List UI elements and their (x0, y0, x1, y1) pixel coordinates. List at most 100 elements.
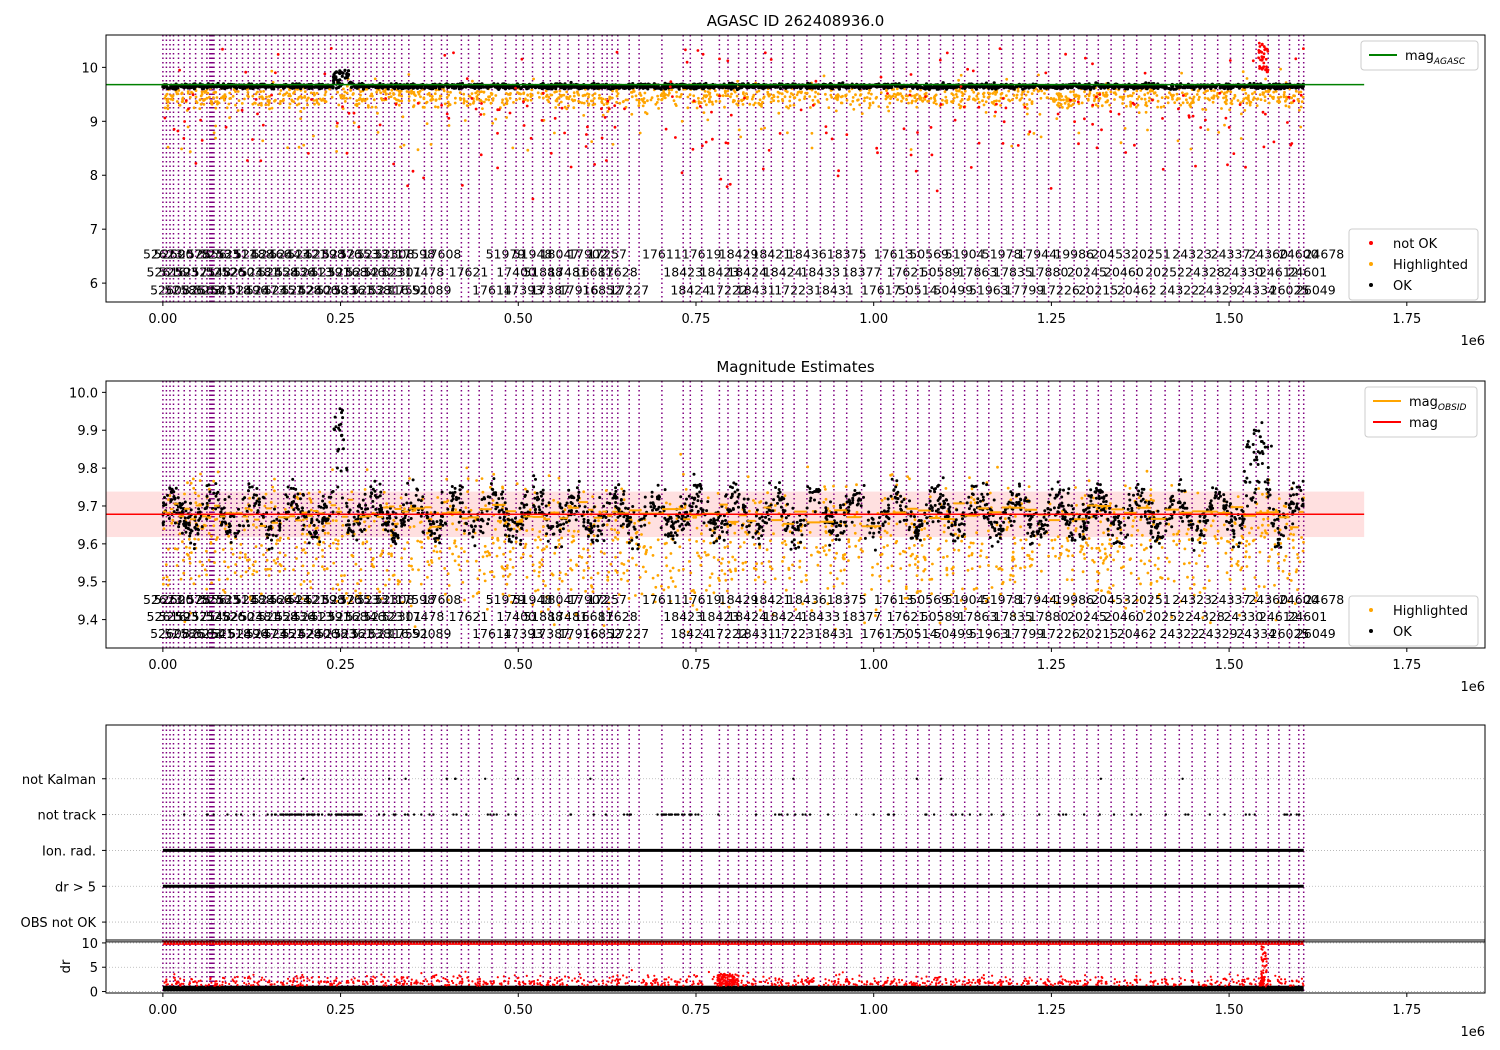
chart-title: Magnitude Estimates (716, 358, 874, 376)
obsid-label: 20252 (1145, 609, 1185, 624)
obsid-label: 24323 (1172, 592, 1212, 607)
obsid-label: 17598 (395, 246, 435, 261)
obsid-label: 20245 (1067, 609, 1107, 624)
legend-label-sub: OBSID (1438, 403, 1467, 413)
x-tick-label: 0.00 (148, 658, 177, 673)
obsid-label: 52383 (316, 626, 356, 641)
obsid-label: 52533 (200, 246, 240, 261)
legend-swatch (1369, 608, 1373, 612)
obsid-label: 50569 (909, 246, 949, 261)
legend-box (1360, 40, 1479, 71)
obsid-label: 52623 (143, 592, 183, 607)
x-tick-label: 1.75 (1392, 312, 1421, 327)
y-tick-label: 5 (90, 961, 98, 976)
obsid-label: 51978 (982, 592, 1022, 607)
obsid-label: 18377 (842, 609, 882, 624)
obsid-label: 51948 (513, 592, 553, 607)
y-tick-label: 8 (90, 169, 98, 184)
x-tick-label: 0.75 (682, 312, 711, 327)
obsid-label: 52443 (270, 592, 310, 607)
legend-label-main: OK (1393, 625, 1412, 640)
obsid-label: 51948 (513, 246, 553, 261)
obsid-label: 18421 (751, 246, 791, 261)
obsid-label: 52466 (252, 592, 292, 607)
highlighted-points (163, 67, 1305, 154)
obsid-label: 52586 (164, 283, 204, 298)
highlighted-points (161, 452, 1306, 640)
obsid-label: 17387 (530, 283, 570, 298)
obsid-label: 52436 (275, 264, 315, 279)
obsid-label: 26025 (1270, 283, 1310, 298)
y-tick-label: 0 (90, 986, 98, 1001)
obsid-label: 18429 (719, 246, 759, 261)
obsid-label: 50514 (898, 283, 938, 298)
obsid-label: 52301 (382, 264, 422, 279)
y-tick-label: 9.9 (77, 424, 98, 439)
obsid-label: 17916 (559, 283, 599, 298)
obsid-label: 17613 (874, 246, 914, 261)
obsid-label: 19986 (1054, 592, 1094, 607)
obsid-label: 24678 (1304, 592, 1344, 607)
obsid-label: 24600 (1279, 592, 1319, 607)
obsid-label: 18431 (814, 626, 854, 641)
x-tick-label: 1.25 (1037, 312, 1066, 327)
obsid-label: 18431 (814, 283, 854, 298)
obsid-label: 16681 (574, 609, 614, 624)
legend-box (1348, 595, 1479, 647)
legend-label-main: not OK (1393, 237, 1438, 252)
obsid-label: 17608 (422, 246, 462, 261)
obsid-label: 24322 (1159, 626, 1199, 641)
obsid-label: 24360 (1248, 246, 1288, 261)
x-tick-label: 1.00 (859, 658, 888, 673)
obsid-label: 50569 (909, 592, 949, 607)
y-tick-label: 6 (90, 277, 98, 292)
obsid-label: 52586 (164, 626, 204, 641)
obsid-label: 52503 (223, 264, 263, 279)
obsid-label: 52466 (252, 246, 292, 261)
legend-box (1364, 386, 1478, 438)
legend-label: Highlighted (1393, 258, 1468, 273)
obsid-label: 52383 (316, 283, 356, 298)
y-tick-label: 10 (81, 61, 98, 76)
legend-label-sub: AGASC (1433, 57, 1466, 67)
obsid-label: 52428 (282, 283, 322, 298)
obsid-label: 50589 (921, 609, 961, 624)
obsid-label: 18431 (736, 626, 776, 641)
obsid-label: 52331 (357, 246, 397, 261)
obsid-label: 17619 (682, 246, 722, 261)
obsid-label: 17478 (405, 264, 445, 279)
obsid-label: 18377 (842, 264, 882, 279)
obsid-label: 18421 (751, 592, 791, 607)
mag-obsid-segments (162, 498, 1304, 529)
chart-title: AGASC ID 262408936.0 (707, 12, 885, 30)
y-tick-label: 10 (81, 937, 98, 952)
flags-axes: OBS not OK dr > 5 Ion. rad. not track not Ka… (21, 724, 1486, 941)
obsid-label: 52616 (147, 264, 187, 279)
obsid-label: 18423 (700, 609, 740, 624)
obsid-label: 50499 (933, 283, 973, 298)
obsid-label: 18424 (727, 264, 767, 279)
obsid-label: 17613 (874, 592, 914, 607)
obsid-label: 17799 (1005, 283, 1045, 298)
obsid-label: 20462 (1117, 283, 1157, 298)
obsid-label: 17387 (530, 626, 570, 641)
obsid-label: 24337 (1211, 246, 1251, 261)
obsid-label: 26049 (1296, 626, 1336, 641)
obsid-label: 18423 (663, 609, 703, 624)
obsid-label: 52526 (206, 609, 246, 624)
obsid-label: 52406 (299, 626, 339, 641)
x-offset-label: 1e6 (1460, 1025, 1485, 1040)
x-tick-label: 0.00 (148, 1003, 177, 1018)
top-axes: 52623 52616 52608 52600 52593 52586 52578 52571… (81, 12, 1486, 349)
dr-high-points (163, 945, 1305, 988)
obsid-label: 17614 (472, 626, 512, 641)
obsid-label: 52488 (234, 246, 274, 261)
obsid-label: 17608 (422, 592, 462, 607)
obsid-label: 52593 (159, 264, 199, 279)
x-tick-label: 0.75 (682, 658, 711, 673)
obsid-label: 52616 (147, 609, 187, 624)
obsid-label: 17222 (708, 626, 748, 641)
middle-axes: 52623 52616 52608 52600 52593 52586 52578 52571… (69, 358, 1486, 695)
legend-label: mag (1409, 416, 1438, 431)
obsid-label: 20251 (1131, 592, 1171, 607)
